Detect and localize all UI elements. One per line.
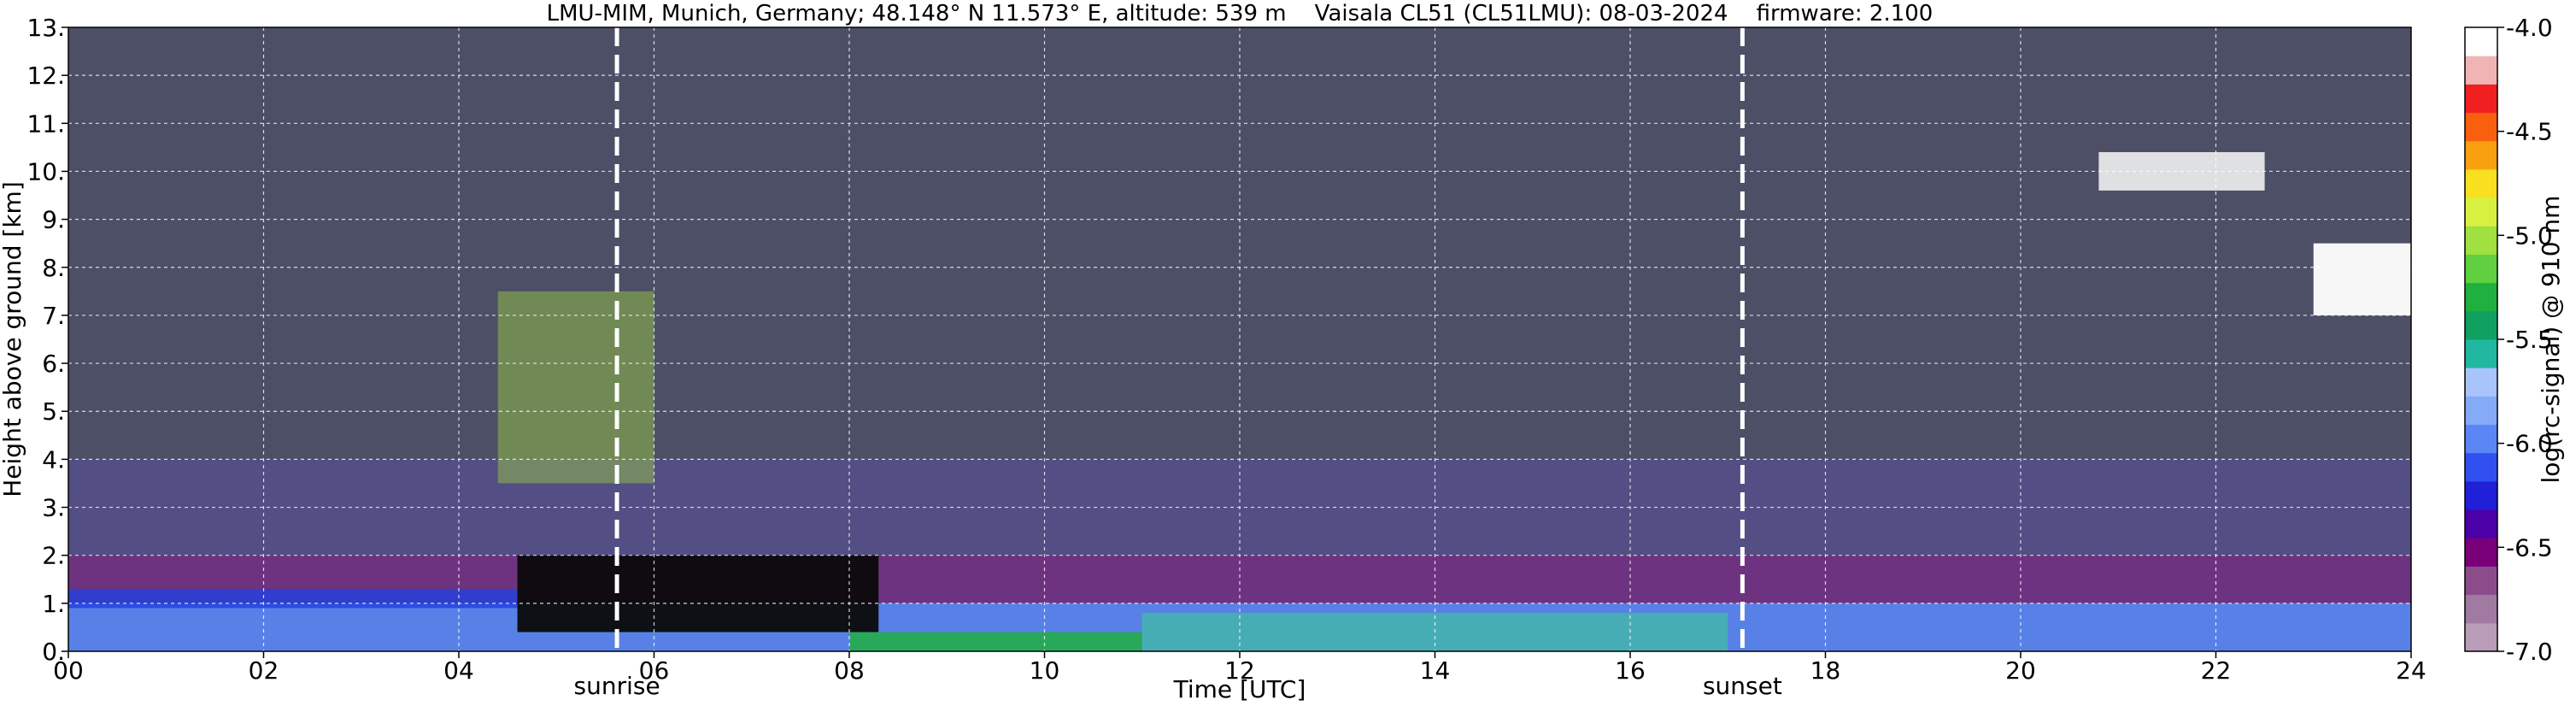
colorbar-segment xyxy=(2465,27,2497,56)
x-tick-label: 18 xyxy=(1810,656,1841,685)
colorbar-segment xyxy=(2465,452,2497,482)
colorbar-segment xyxy=(2465,538,2497,567)
y-tick-label: 2. xyxy=(42,542,65,570)
y-tick-label: 0. xyxy=(42,638,65,666)
colorbar-tick-label: -4.0 xyxy=(2506,14,2553,42)
y-tick-label: 4. xyxy=(42,445,65,474)
x-tick-label: 10 xyxy=(1030,656,1060,685)
colorbar-segment xyxy=(2465,424,2497,454)
y-tick-label: 8. xyxy=(42,254,65,282)
x-tick-label: 22 xyxy=(2201,656,2232,685)
feature-aerosol-plume xyxy=(497,291,654,484)
x-axis-label: Time [UTC] xyxy=(1173,675,1306,703)
colorbar-segment xyxy=(2465,396,2497,426)
colorbar-segment xyxy=(2465,197,2497,227)
colorbar-segment xyxy=(2465,140,2497,170)
x-tick-label: 16 xyxy=(1615,656,1646,685)
y-tick-label: 13. xyxy=(26,14,65,42)
y-tick-label: 3. xyxy=(42,494,65,522)
colorbar-segment xyxy=(2465,339,2497,368)
colorbar-segment xyxy=(2465,282,2497,312)
colorbar-tick-label: -6.5 xyxy=(2506,533,2553,562)
colorbar-segment xyxy=(2465,112,2497,142)
colorbar-tick-label: -4.5 xyxy=(2506,118,2553,146)
colorbar-segment xyxy=(2465,168,2497,198)
colorbar-tick-label: -5.0 xyxy=(2506,221,2553,250)
y-axis-label: Height above ground [km] xyxy=(0,181,26,497)
x-tick-label: 24 xyxy=(2396,656,2426,685)
x-axis-ticks: 00 02 04 06 08 10 12 14 16 18 20 22 24 xyxy=(53,651,2426,685)
colorbar-segment xyxy=(2465,566,2497,596)
sunrise-label: sunrise xyxy=(573,672,660,700)
colorbar-label: log(rc-signal) @ 910 nm xyxy=(2537,196,2565,484)
feature-cloud xyxy=(2313,243,2411,315)
y-tick-label: 7. xyxy=(42,302,65,330)
colorbar-segment xyxy=(2465,622,2497,652)
y-tick-label: 1. xyxy=(42,590,65,618)
x-tick-label: 02 xyxy=(249,656,279,685)
feature-low-signal-zone xyxy=(517,555,879,632)
y-tick-label: 6. xyxy=(42,350,65,378)
colorbar-segment xyxy=(2465,310,2497,340)
y-tick-label: 5. xyxy=(42,397,65,426)
colorbar: -7.0 -6.5 -6.0 -5.5 -5.0 -4.5 -4.0 xyxy=(2464,14,2553,666)
x-tick-label: 12 xyxy=(1224,656,1255,685)
colorbar-segment xyxy=(2465,480,2497,510)
y-tick-label: 12. xyxy=(26,62,65,90)
plot-area xyxy=(67,26,2412,652)
x-tick-label: 20 xyxy=(2005,656,2036,685)
chart-title: LMU-MIM, Munich, Germany; 48.148° N 11.5… xyxy=(547,1,1933,26)
feature-night-layer xyxy=(68,589,518,609)
y-tick-label: 11. xyxy=(26,109,65,138)
y-axis-ticks: 0. 1. 2. 3. 4. 5. 6. 7. 8. 9. 10. 11. 12. 13. xyxy=(26,14,68,666)
feature-surface-aerosol xyxy=(849,632,1142,651)
colorbar-segment xyxy=(2465,226,2497,255)
colorbar-tick-label: -7.0 xyxy=(2506,638,2553,666)
colorbar-tick-label: -6.0 xyxy=(2506,430,2553,458)
y-tick-label: 9. xyxy=(42,206,65,234)
colorbar-segment xyxy=(2465,84,2497,114)
y-tick-label: 10. xyxy=(26,157,65,185)
sun-markers xyxy=(614,27,1745,651)
sunset-label: sunset xyxy=(1703,672,1782,700)
colorbar-segment xyxy=(2465,368,2497,397)
x-tick-label: 04 xyxy=(443,656,474,685)
x-tick-label: 14 xyxy=(1420,656,1451,685)
colorbar-segment xyxy=(2465,254,2497,284)
x-tick-label: 08 xyxy=(834,656,865,685)
colorbar-segment xyxy=(2465,56,2497,85)
x-tick-label: 00 xyxy=(53,656,84,685)
x-tick-label: 06 xyxy=(639,656,670,685)
colorbar-segment xyxy=(2465,594,2497,624)
colorbar-segment xyxy=(2465,509,2497,538)
colorbar-tick-label: -5.5 xyxy=(2506,326,2553,354)
